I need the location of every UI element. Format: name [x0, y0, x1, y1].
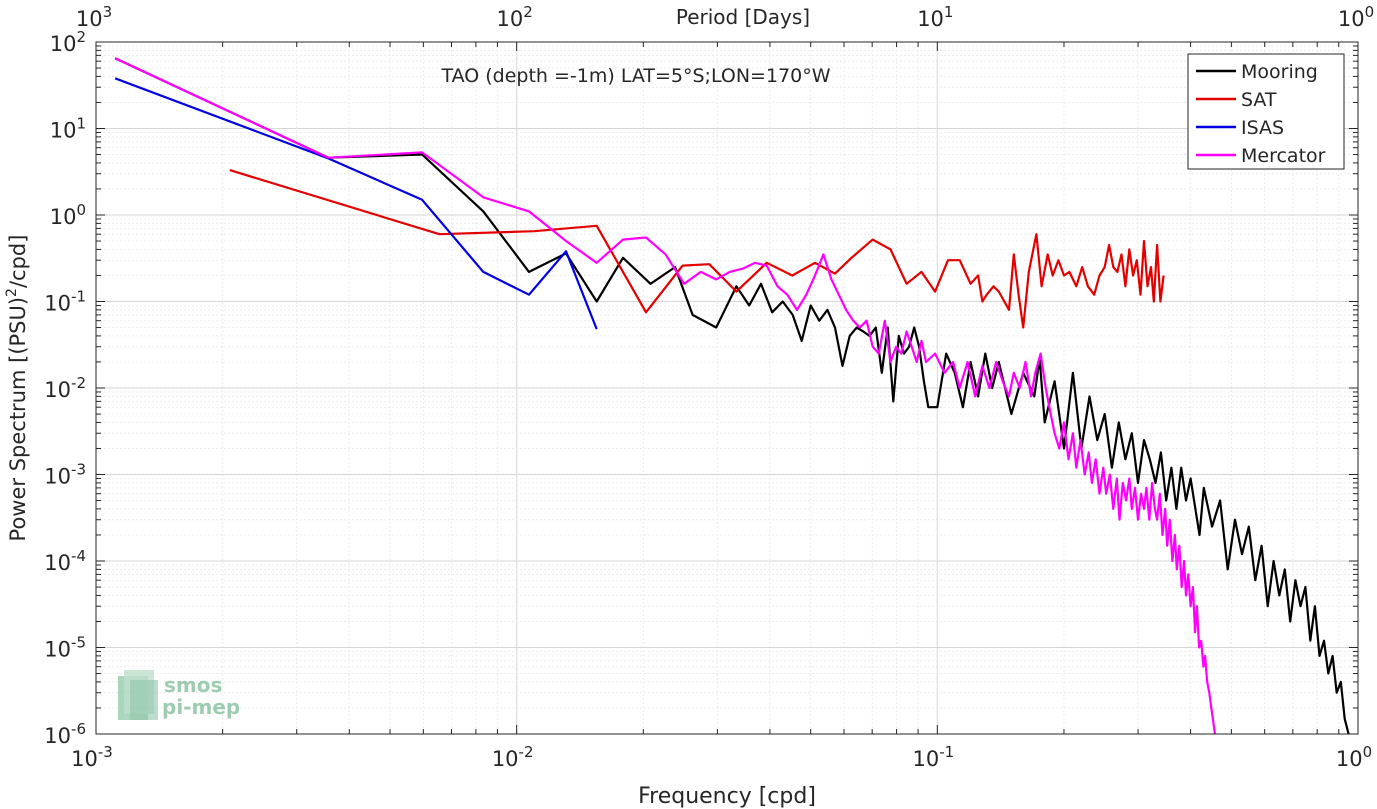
chart-title: TAO (depth =-1m) LAT=5°S;LON=170°W — [440, 65, 830, 87]
x-tick-label: 100 — [1336, 743, 1372, 771]
y-tick-labels: 102 101 100 10-1 10-2 10-3 10-4 10-5 10-6 — [44, 28, 86, 748]
y-tick-label: 10-4 — [44, 547, 86, 575]
logo-text-pimep: pi-mep — [162, 695, 240, 719]
y-tick-label: 10-5 — [44, 634, 86, 662]
top-tick-label: 100 — [1338, 3, 1374, 31]
legend: Mooring SAT ISAS Mercator — [1187, 53, 1345, 170]
legend-label-sat: SAT — [1241, 89, 1277, 111]
logo-block — [124, 670, 154, 714]
x-axis-label: Frequency [cpd] — [638, 784, 816, 809]
y-axis-label: Power Spectrum [(PSU)2/cpd] — [4, 235, 30, 542]
y-tick-label: 102 — [50, 28, 86, 56]
top-tick-label: 101 — [917, 3, 953, 31]
legend-box — [1187, 53, 1345, 170]
x-tick-label: 10-3 — [71, 743, 113, 771]
legend-label-mercator: Mercator — [1241, 145, 1326, 167]
x-tick-label: 10-1 — [912, 743, 954, 771]
series-line-sat — [229, 169, 1165, 329]
top-axis-label: Period [Days] — [676, 5, 810, 29]
y-tick-label: 101 — [50, 115, 86, 143]
tick-marks — [95, 42, 1358, 735]
x-tick-labels: 10-3 10-2 10-1 100 — [71, 743, 1372, 771]
x-tick-label: 10-2 — [492, 743, 534, 771]
legend-label-isas: ISAS — [1241, 117, 1284, 139]
legend-label-mooring: Mooring — [1241, 61, 1318, 83]
y-tick-label: 100 — [50, 201, 86, 229]
y-tick-label: 10-1 — [44, 288, 86, 316]
top-tick-label: 103 — [76, 3, 112, 31]
top-tick-labels: 103 102 101 100 — [76, 3, 1374, 31]
smos-pi-mep-logo: smos pi-mep — [118, 670, 240, 720]
y-tick-label: 10-6 — [44, 720, 86, 748]
y-tick-label: 10-3 — [44, 461, 86, 489]
logo-block — [130, 680, 158, 720]
y-tick-label: 10-2 — [44, 374, 86, 402]
series-lines — [114, 57, 1350, 734]
logo-text-smos: smos — [164, 673, 222, 697]
series-line-mercator — [114, 57, 1216, 734]
top-tick-label: 102 — [497, 3, 533, 31]
